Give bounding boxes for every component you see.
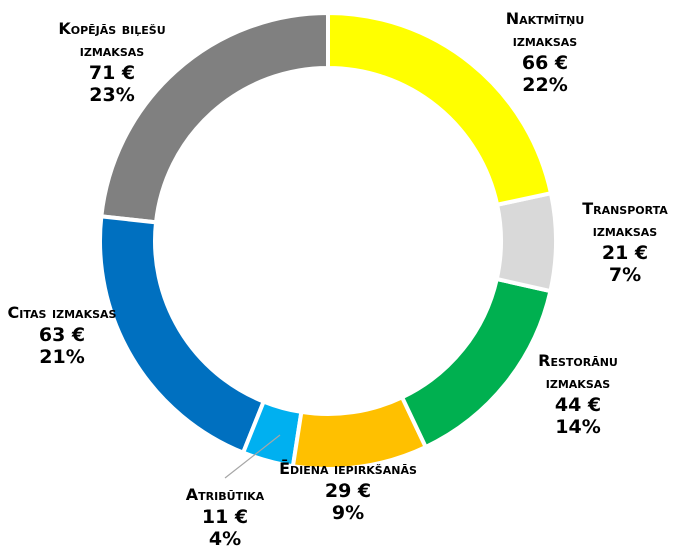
percent-label: 4%: [208, 528, 242, 550]
value-label: 29 €: [324, 480, 372, 502]
value-label: 71 €: [88, 62, 136, 84]
value-label: 44 €: [554, 394, 602, 416]
slice: [326, 10, 554, 208]
percent-label: 21%: [39, 346, 85, 368]
slice: [399, 276, 553, 450]
category-label: Ēdiena iepirkšanās: [279, 459, 417, 478]
category-label: Transporta izmaksas: [582, 199, 668, 240]
category-label: Naktmītņu izmaksas: [505, 9, 585, 50]
category-label: Restorānu izmaksas: [538, 351, 618, 392]
category-label: Kopējās biļešu izmaksas: [58, 19, 166, 60]
slice-label: Naktmītņu izmaksas 66 €22%: [480, 8, 610, 96]
slice-label: Ēdiena iepirkšanās 29 €9%: [278, 458, 418, 524]
value-label: 66 €: [521, 52, 569, 74]
category-label: Citas izmaksas: [7, 303, 117, 322]
percent-label: 22%: [522, 74, 568, 96]
slice-label: Transporta izmaksas 21 €7%: [560, 198, 690, 286]
value-label: 11 €: [201, 506, 249, 528]
leader-line: [224, 434, 281, 479]
percent-label: 9%: [331, 502, 365, 524]
slice-label: Restorānu izmaksas 44 €14%: [513, 350, 643, 438]
slice: [240, 398, 304, 469]
percent-label: 23%: [89, 84, 135, 106]
slice-label: Citas izmaksas 63 €21%: [7, 302, 117, 368]
slice: [290, 394, 429, 471]
slice: [494, 190, 558, 294]
value-label: 63 €: [38, 324, 86, 346]
slice: [98, 214, 267, 456]
percent-label: 7%: [608, 264, 642, 286]
value-label: 21 €: [601, 242, 649, 264]
category-label: Atribūtika: [185, 485, 265, 504]
slice-label: Atribūtika 11 €4%: [150, 484, 300, 550]
percent-label: 14%: [555, 416, 601, 438]
slice-label: Kopējās biļešu izmaksas 71 €23%: [57, 18, 167, 106]
